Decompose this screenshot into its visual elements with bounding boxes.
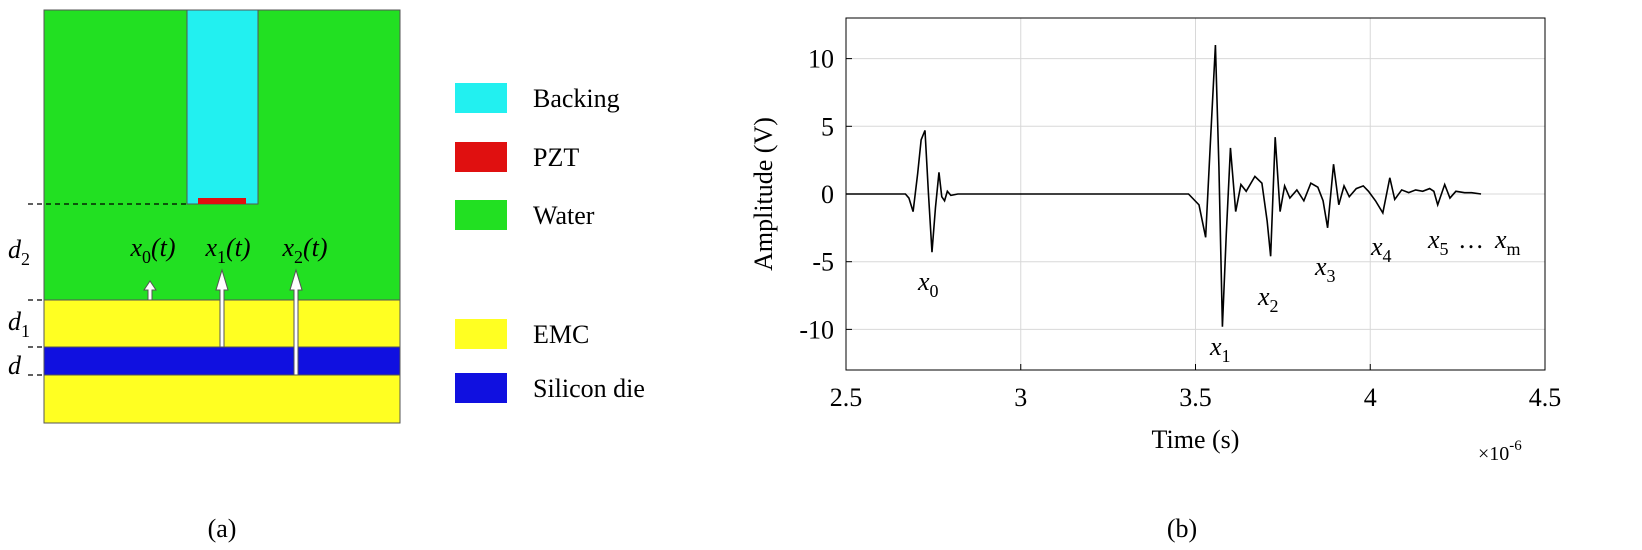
label-sub: 1 (1222, 346, 1231, 366)
label: x2(t) (281, 233, 327, 267)
label-sub: 2 (294, 247, 303, 267)
label-base: x (917, 267, 930, 296)
y-axis-label: Amplitude (V) (749, 117, 778, 271)
label-sub: 4 (1383, 246, 1392, 266)
label-sub: 0 (930, 281, 939, 301)
label: x1(t) (204, 233, 250, 267)
legend-swatch (455, 142, 507, 172)
label-base: x (281, 233, 294, 262)
label-sub: 3 (1327, 266, 1336, 286)
arrow (215, 268, 229, 348)
label: d (8, 351, 22, 380)
arrow (289, 268, 303, 376)
label-arg: (t) (226, 233, 251, 262)
label-sub: 1 (217, 247, 226, 267)
caption: (a) (208, 514, 237, 543)
silicon-die (43, 346, 401, 376)
legend-label: Water (533, 201, 595, 230)
signal-line (846, 45, 1482, 327)
label-sub: 5 (1440, 239, 1449, 259)
legend-swatch (455, 373, 507, 403)
x-tick-label: 4 (1364, 383, 1377, 412)
y-tick-label: -5 (812, 248, 834, 277)
label-sub: 0 (142, 247, 151, 267)
label: d2 (8, 235, 30, 269)
label-arg: (t) (303, 233, 328, 262)
label-base: d (8, 235, 22, 264)
label-base: x (1257, 282, 1270, 311)
label: x3 (1314, 252, 1336, 286)
x-axis-label: Time (s) (1152, 425, 1240, 454)
legend-swatch (455, 200, 507, 230)
label: xm (1494, 225, 1521, 259)
label-base: x (1494, 225, 1507, 254)
label-base: d (8, 307, 22, 336)
arrows (143, 268, 303, 376)
label-base: x (1427, 225, 1440, 254)
legend-label: PZT (533, 143, 579, 172)
emc-bottom (43, 374, 401, 424)
legend-swatch (455, 319, 507, 349)
x-tick-label: 4.5 (1529, 383, 1562, 412)
label-base: x (204, 233, 217, 262)
label-base: x (129, 233, 142, 262)
backing (186, 9, 259, 205)
legend-label: Silicon die (533, 374, 645, 403)
legend-swatch (455, 83, 507, 113)
legend-label: EMC (533, 320, 589, 349)
label: x5 (1427, 225, 1449, 259)
dashes (28, 203, 187, 376)
label-sub: m (1507, 239, 1521, 259)
label-arg: (t) (151, 233, 176, 262)
label-sub: 2 (1270, 296, 1279, 316)
label: x0 (917, 267, 939, 301)
multiplier-exp: -6 (1509, 438, 1522, 454)
label-sub: 1 (21, 321, 30, 341)
label: x2 (1257, 282, 1279, 316)
multiplier-base: ×10 (1478, 443, 1509, 465)
y-tick-label: 5 (821, 112, 834, 141)
pzt (198, 198, 246, 204)
label-base: x (1370, 232, 1383, 261)
label-sub: 2 (21, 249, 30, 269)
x-tick-label: 3 (1014, 383, 1027, 412)
label: x0(t) (129, 233, 175, 267)
y-tick-label: 0 (821, 180, 834, 209)
label: … (1458, 225, 1484, 254)
x-tick-label: 2.5 (830, 383, 863, 412)
arrow (143, 280, 157, 301)
x-tick-label: 3.5 (1179, 383, 1212, 412)
y-tick-label: 10 (808, 45, 834, 74)
label: d1 (8, 307, 30, 341)
label-base: x (1314, 252, 1327, 281)
caption: (b) (1167, 514, 1197, 543)
x-multiplier: ×10-6 (1478, 438, 1522, 465)
legend-label: Backing (533, 84, 620, 113)
y-tick-label: -10 (799, 315, 834, 344)
diagram (28, 9, 507, 424)
label-base: d (8, 351, 22, 380)
label: x1 (1209, 332, 1231, 366)
label: x4 (1370, 232, 1392, 266)
label-base: x (1209, 332, 1222, 361)
label-base: … (1458, 225, 1484, 254)
